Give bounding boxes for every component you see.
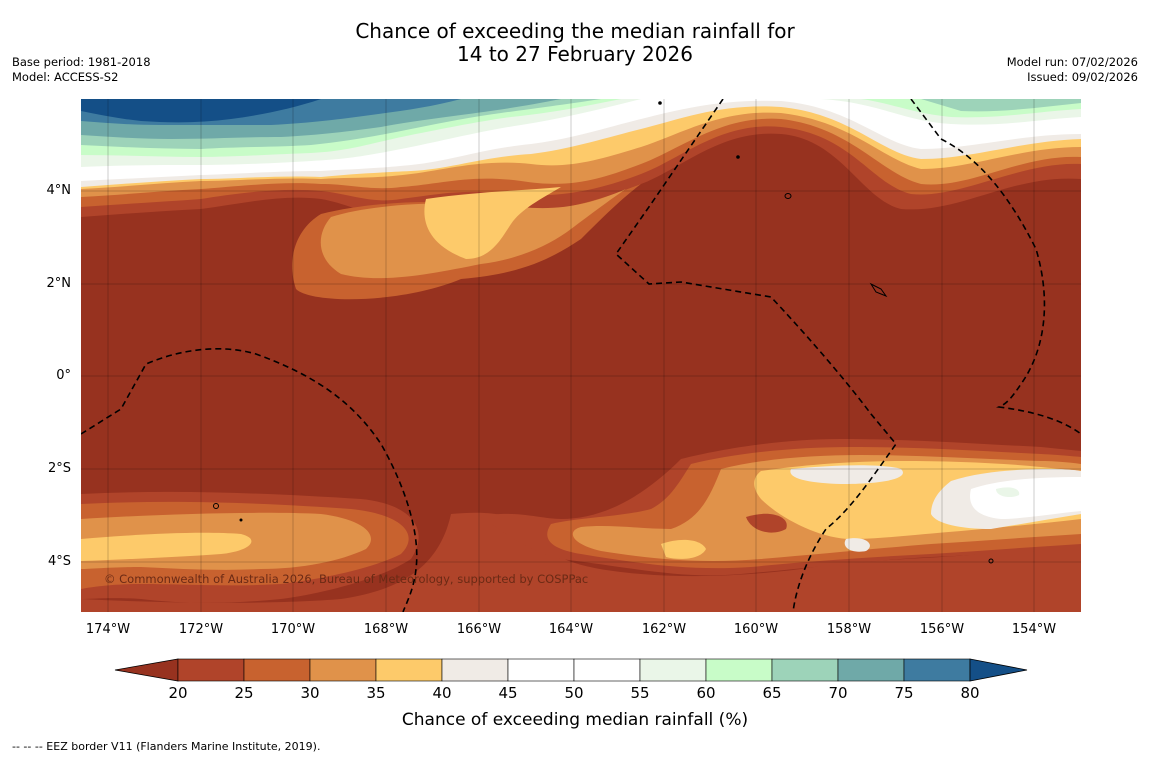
latitude-tick-label: 2°S [47,461,71,476]
colorbar-tick-label: 70 [828,684,848,702]
colorbar-title: Chance of exceeding median rainfall (%) [401,710,749,730]
map-title-line1: Chance of exceeding the median rainfall … [355,19,795,43]
longitude-tick-label: 164°W [548,622,594,637]
colorbar-segment [507,658,575,682]
colorbar-tick-label: 60 [696,684,716,702]
colorbar [114,658,1028,682]
colorbar-tick-label: 50 [564,684,584,702]
colorbar-tick-label: 25 [234,684,254,702]
colorbar-segment [375,658,443,682]
longitude-tick-label: 162°W [641,622,687,637]
colorbar-tick-label: 65 [762,684,782,702]
colorbar-tick-label: 30 [300,684,320,702]
eez-legend-note: -- -- -- EEZ border V11 (Flanders Marine… [12,740,321,753]
longitude-tick-label: 170°W [270,622,316,637]
model-label: Model: ACCESS-S2 [12,70,119,84]
colorbar-segment [903,658,971,682]
central-north-bands [292,184,641,300]
longitude-tick-label: 154°W [1011,622,1057,637]
colorbar-segment [309,658,377,682]
longitude-tick-label: 166°W [456,622,502,637]
longitude-tick-label: 168°W [363,622,409,637]
northern-rainfall-bands [81,99,1081,217]
issued-label: Issued: 09/02/2026 [1027,70,1138,84]
longitude-tick-label: 158°W [826,622,872,637]
longitude-tick-label: 174°W [85,622,131,637]
latitude-tick-label: 4°N [46,183,72,198]
colorbar-segment [177,658,245,682]
latitude-tick-label: 4°S [47,554,71,569]
island-outlines [213,101,994,564]
colorbar-segment [243,658,311,682]
map-title-line2: 14 to 27 February 2026 [457,42,693,66]
colorbar-segment [573,658,641,682]
longitude-tick-label: 172°W [178,622,224,637]
colorbar-segment [705,658,773,682]
latitude-tick-label: 0° [56,368,71,383]
longitude-tick-label: 160°W [733,622,779,637]
map-gridlines [81,99,1081,612]
latitude-tick-label: 2°N [46,276,72,291]
colorbar-tick-label: 80 [960,684,980,702]
longitude-tick-label: 156°W [919,622,965,637]
southern-rainfall-bands [81,439,1081,612]
colorbar-tick-label: 75 [894,684,914,702]
colorbar-segment [837,658,905,682]
base-period-label: Base period: 1981-2018 [12,55,151,69]
colorbar-segment [771,658,839,682]
colorbar-tick-label: 55 [630,684,650,702]
model-run-label: Model run: 07/02/2026 [1006,55,1138,69]
copyright-notice: © Commonwealth of Australia 2026, Bureau… [104,572,589,586]
colorbar-segment [441,658,509,682]
colorbar-tick-label: 20 [168,684,188,702]
colorbar-over-arrow [969,658,1028,682]
rainfall-probability-map [81,99,1081,612]
colorbar-tick-label: 35 [366,684,386,702]
eez-borders [81,99,1081,612]
colorbar-tick-label: 40 [432,684,452,702]
colorbar-under-arrow [114,658,179,682]
colorbar-tick-label: 45 [498,684,518,702]
colorbar-segment [639,658,707,682]
